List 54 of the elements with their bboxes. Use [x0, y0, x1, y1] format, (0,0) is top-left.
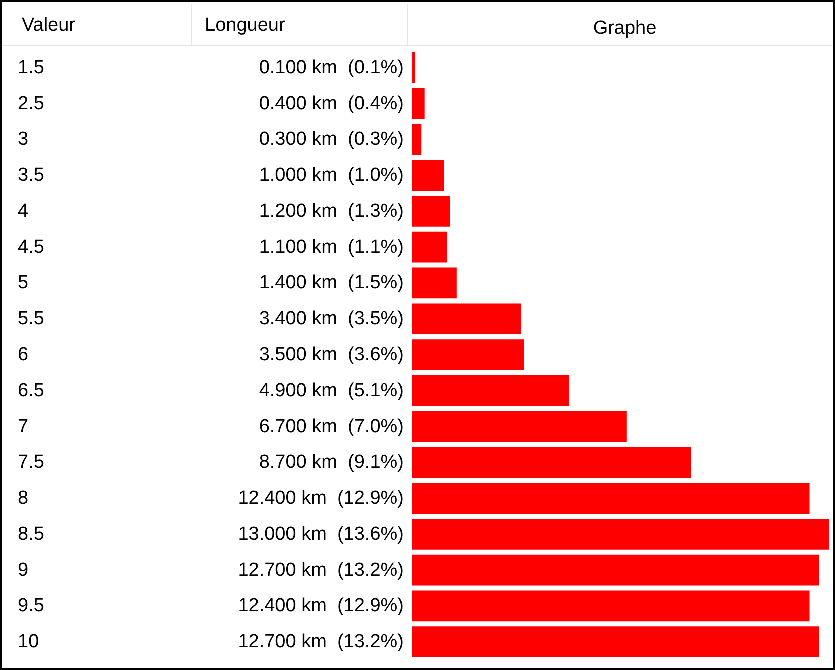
- bar: [412, 554, 820, 586]
- bar: [412, 590, 810, 622]
- y-tick-label: 8.5: [18, 524, 44, 545]
- y-tick-label: 9.5: [18, 596, 44, 617]
- data-label: 3.400 km (3.5%): [259, 308, 404, 330]
- bar: [412, 196, 450, 227]
- y-tick-label: 5: [18, 272, 29, 294]
- y-tick-label: 6.5: [18, 380, 44, 402]
- chart-title: Graphe: [593, 18, 657, 39]
- bar: [412, 518, 829, 550]
- data-label: 1.000 km (1.0%): [259, 165, 404, 186]
- data-label: 12.700 km (13.2%): [238, 560, 404, 581]
- y-tick-label: 4: [18, 200, 29, 222]
- data-label: 0.100 km (0.1%): [259, 57, 404, 78]
- data-label: 1.100 km (1.1%): [259, 236, 404, 258]
- data-label: 0.400 km (0.4%): [259, 93, 404, 114]
- y-tick-label: 10: [18, 632, 40, 653]
- bar: [412, 340, 524, 370]
- y-axis-title: Valeur: [22, 15, 76, 36]
- bar: [412, 124, 422, 156]
- y-tick-label: 6: [18, 344, 29, 366]
- bar: [412, 375, 570, 406]
- bar: [412, 268, 457, 299]
- bar: [412, 304, 522, 335]
- y-tick-label: 5.5: [18, 308, 44, 330]
- y-tick-label: 2.5: [18, 93, 44, 114]
- data-label: 8.700 km (9.1%): [259, 452, 404, 474]
- data-label: 4.900 km (5.1%): [259, 380, 404, 402]
- data-label: 3.500 km (3.6%): [259, 344, 404, 366]
- y-tick-label: 3.5: [18, 165, 44, 186]
- y-tick-label: 9: [18, 560, 29, 581]
- bar: [412, 447, 692, 478]
- data-label: 13.000 km (13.6%): [238, 524, 404, 545]
- data-label: 6.700 km (7.0%): [259, 416, 404, 438]
- y-tick-label: 4.5: [18, 236, 44, 258]
- data-label: 1.400 km (1.5%): [259, 272, 404, 294]
- bar: [412, 411, 627, 442]
- bar: [412, 160, 444, 192]
- data-label: 12.700 km (13.2%): [238, 632, 404, 653]
- bar: [412, 52, 416, 84]
- bar: [412, 483, 810, 514]
- y-tick-label: 8: [18, 488, 29, 510]
- bar: [412, 232, 448, 263]
- text: Longueur: [205, 15, 286, 36]
- bar: [412, 626, 820, 658]
- y-tick-label: 7.5: [18, 452, 44, 474]
- data-label: 0.300 km (0.3%): [259, 129, 404, 150]
- data-label: 12.400 km (12.9%): [238, 596, 404, 617]
- y-tick-label: 3: [18, 129, 29, 150]
- y-tick-label: 7: [18, 416, 29, 438]
- data-label: 12.400 km (12.9%): [238, 488, 404, 510]
- bar: [412, 88, 425, 120]
- y-tick-label: 1.5: [18, 57, 44, 78]
- data-label: 1.200 km (1.3%): [259, 200, 404, 222]
